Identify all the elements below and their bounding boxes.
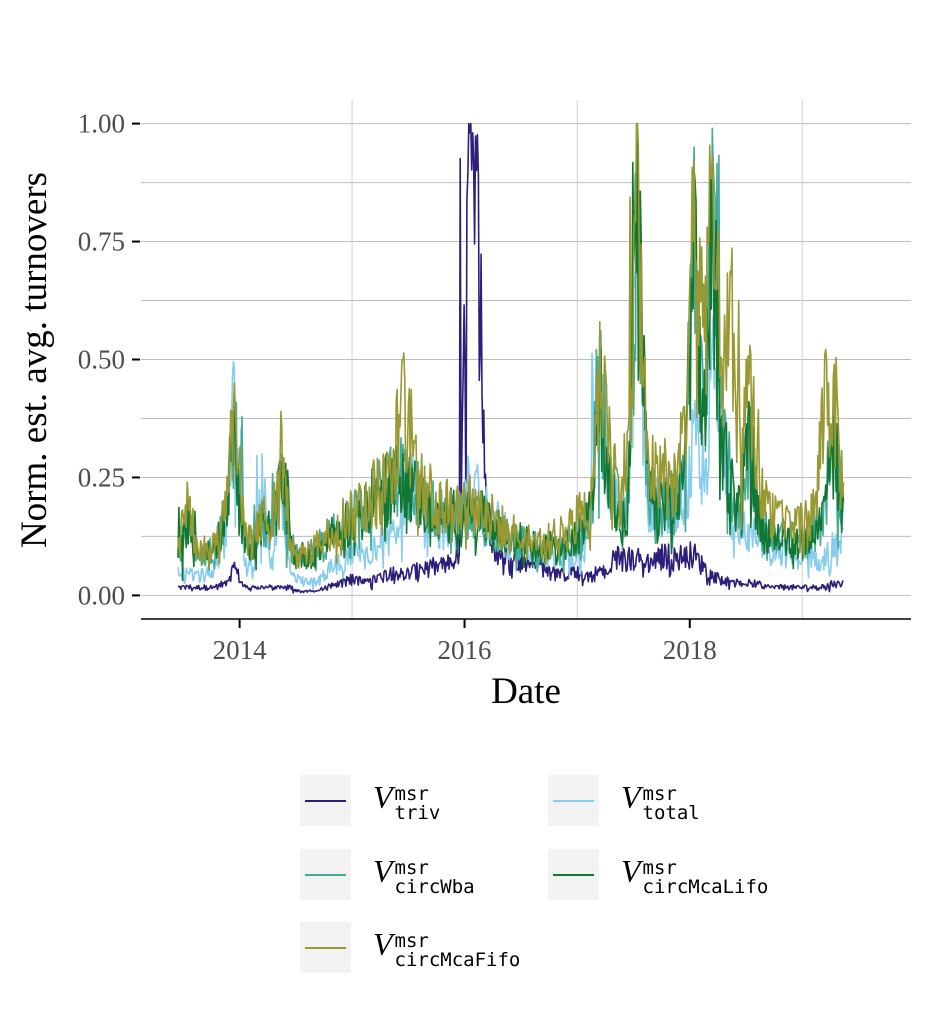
series-line-4 xyxy=(177,122,845,569)
x-tick-label: 2016 xyxy=(438,635,492,665)
legend-key xyxy=(300,774,351,826)
x-tick-label: 2018 xyxy=(663,635,717,665)
legend-swatch xyxy=(553,873,594,876)
series-lines xyxy=(177,122,845,594)
legend-swatch xyxy=(305,873,346,876)
legend-key xyxy=(548,848,599,900)
y-tick-label: 0.50 xyxy=(78,345,125,375)
legend-swatch xyxy=(553,799,594,802)
legend-swatch xyxy=(305,946,346,949)
series-line-2 xyxy=(177,122,845,574)
axes: 0.00 0.25 0.50 0.75 1.00 2014 2016 2018 xyxy=(78,109,911,665)
legend-key xyxy=(300,921,351,973)
legend-key xyxy=(300,848,351,900)
y-tick-label: 0.00 xyxy=(78,580,125,610)
series-line-1 xyxy=(177,170,844,591)
y-axis-title: Norm. est. avg. turnovers xyxy=(14,172,55,548)
y-tick-label: 1.00 xyxy=(78,109,125,139)
x-tick-label: 2014 xyxy=(213,635,268,665)
y-tick-label: 0.75 xyxy=(78,227,125,257)
series-line-0 xyxy=(177,122,844,594)
line-chart: 0.00 0.25 0.50 0.75 1.00 2014 2016 2018 Norm. e… xyxy=(14,100,911,712)
legend-key xyxy=(548,774,599,826)
x-axis-title: Date xyxy=(491,671,561,712)
legend-swatch xyxy=(305,799,346,802)
y-tick-label: 0.25 xyxy=(78,462,125,492)
